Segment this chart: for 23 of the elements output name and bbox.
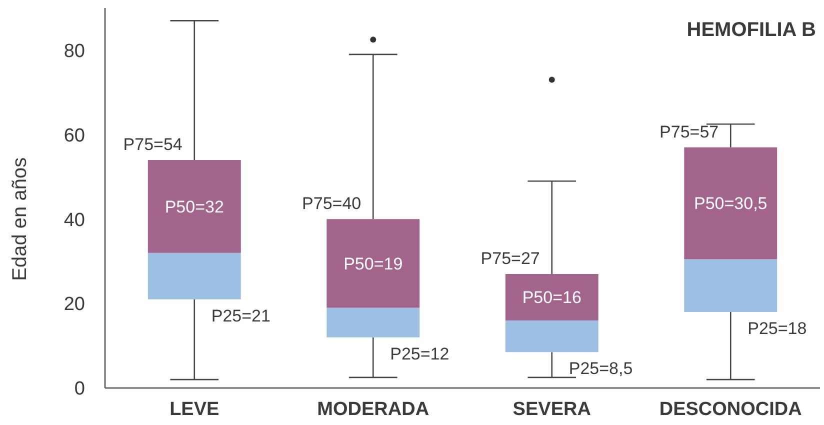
y-tick-label: 0 <box>74 378 85 400</box>
annotation: P75=40 <box>302 194 362 214</box>
annotation: P25=8,5 <box>568 359 633 378</box>
annotation: P75=27 <box>480 249 540 268</box>
annotation: P50=30,5 <box>694 194 768 214</box>
annotation: P50=32 <box>164 197 224 216</box>
y-tick-label: 20 <box>64 294 85 316</box>
annotation: P50=19 <box>344 254 403 274</box>
annotation: P25=12 <box>390 344 450 364</box>
x-tick-label: MODERADA <box>317 399 430 420</box>
text: HEMOFILIA B <box>686 19 816 41</box>
x-tick-label: DESCONOCIDA <box>659 399 802 420</box>
annotation: P50=16 <box>522 288 582 308</box>
x-tick-label: SEVERA <box>512 399 592 420</box>
annotation: P25=18 <box>748 318 807 338</box>
annotation: P25=21 <box>211 306 270 326</box>
y-tick-label: 80 <box>64 40 85 62</box>
annotation: P75=57 <box>660 122 719 142</box>
x-tick-label: LEVE <box>170 399 220 420</box>
y-tick-label: 40 <box>64 210 85 231</box>
y-axis-title: Edad en años <box>9 157 31 281</box>
annotation: P75=54 <box>123 135 182 154</box>
y-tick-label: 60 <box>64 125 85 146</box>
